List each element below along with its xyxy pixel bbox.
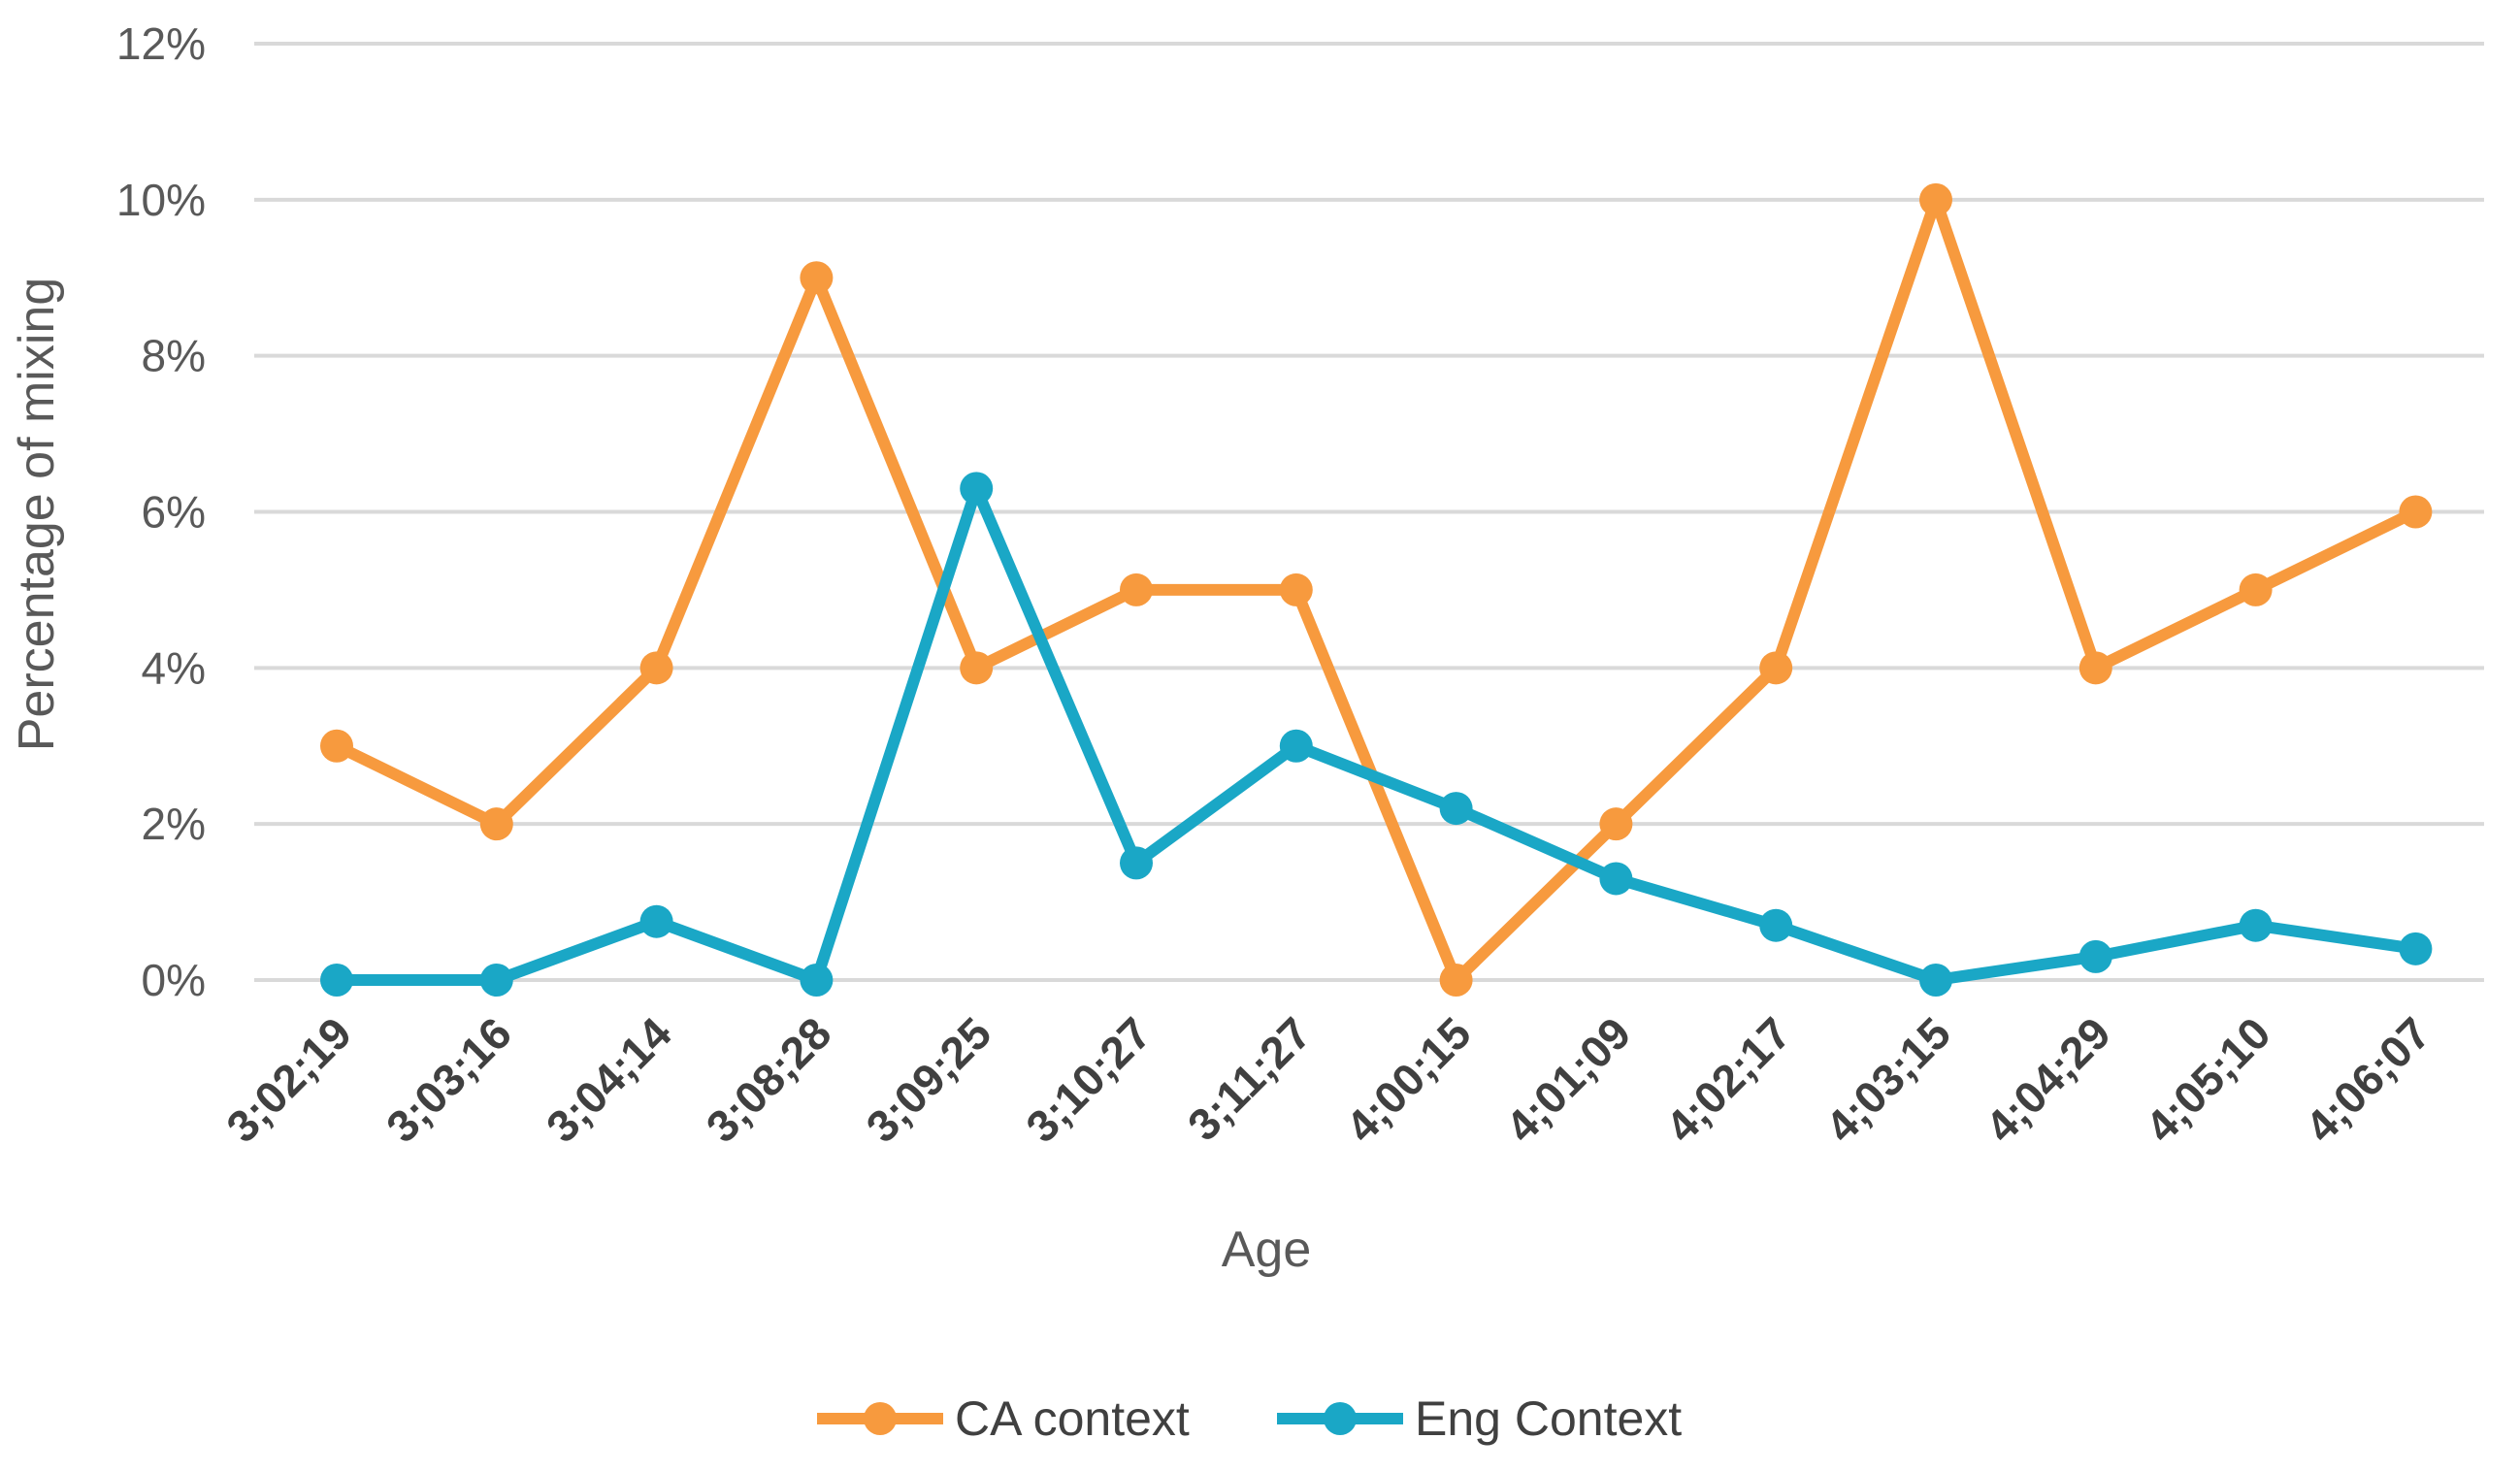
y-axis-title: Percentage of mixing <box>9 278 65 752</box>
data-point <box>1439 792 1473 826</box>
x-tick-label: 3;09;25 <box>856 1007 1000 1152</box>
data-point <box>1279 729 1313 763</box>
legend-label: Eng Context <box>1415 1391 1682 1446</box>
series-line <box>331 482 2422 986</box>
legend-item: Eng Context <box>1277 1391 1682 1446</box>
x-tick-label: 4;02;17 <box>1655 1007 1800 1152</box>
data-point <box>479 807 513 841</box>
legend-marker <box>864 1402 897 1435</box>
x-tick-label: 4;04;29 <box>1976 1007 2120 1152</box>
y-tick-label: 10% <box>116 175 206 225</box>
legend-label: CA context <box>955 1391 1190 1446</box>
data-point <box>960 472 994 506</box>
x-tick-label: 3;04;14 <box>537 1007 681 1152</box>
data-point <box>2399 495 2433 529</box>
data-point <box>2078 651 2112 685</box>
data-point <box>639 651 673 685</box>
data-point <box>800 964 834 997</box>
x-tick-label: 3;03;16 <box>376 1007 521 1152</box>
x-tick-label: 4;03;15 <box>1816 1007 1960 1152</box>
data-point <box>1279 572 1313 606</box>
data-point <box>2399 932 2433 965</box>
data-point <box>960 651 994 685</box>
x-axis-title: Age <box>1222 1222 1312 1278</box>
data-point <box>2239 908 2273 942</box>
x-tick-label: 3;11;27 <box>1178 1007 1321 1150</box>
data-point <box>1919 182 1952 216</box>
y-tick-label: 6% <box>142 487 206 538</box>
y-tick-label: 0% <box>142 955 206 1005</box>
series-1 <box>320 182 2433 997</box>
data-point <box>1759 908 1793 942</box>
y-tick-label: 2% <box>142 799 206 849</box>
x-tick-label: 3;02;19 <box>216 1007 361 1152</box>
data-point <box>1599 862 1633 896</box>
x-tick-label: 4;06;07 <box>2296 1007 2440 1152</box>
legend-item: CA context <box>817 1391 1190 1446</box>
x-tick-label: 3;08;28 <box>697 1007 841 1152</box>
data-point <box>320 729 353 763</box>
data-point <box>479 964 513 997</box>
x-tick-label: 4;05;10 <box>2136 1007 2280 1152</box>
gridlines <box>254 42 2484 982</box>
x-tick-label: 4;01;09 <box>1496 1007 1641 1152</box>
data-point <box>1759 651 1793 685</box>
data-point <box>1120 572 1153 606</box>
data-point <box>320 964 353 997</box>
x-tick-label: 4;00;15 <box>1336 1007 1481 1152</box>
data-point <box>639 904 673 938</box>
data-point <box>1120 846 1153 880</box>
data-point <box>2239 572 2273 606</box>
y-tick-label: 4% <box>142 642 206 693</box>
data-point <box>1439 964 1473 997</box>
data-point <box>1919 964 1952 997</box>
series-line <box>331 193 2422 986</box>
x-axis-ticks: 3;02;19 3;03;16 3;04;14 3;08;28 3;09;25 3;10;… <box>216 1007 2439 1152</box>
y-tick-label: 8% <box>142 331 206 381</box>
data-point <box>800 261 834 295</box>
series-lines <box>320 182 2433 997</box>
series-2 <box>320 472 2433 997</box>
legend-marker <box>1324 1402 1357 1435</box>
data-point <box>2078 939 2112 973</box>
x-tick-label: 3;10;27 <box>1016 1007 1161 1152</box>
data-point <box>1599 807 1633 841</box>
legend: CA context Eng Context <box>817 1391 1682 1446</box>
y-tick-label: 12% <box>116 18 206 69</box>
y-axis-ticks: 0% 2% 4% 6% 8% 10% 12% <box>116 18 206 1005</box>
